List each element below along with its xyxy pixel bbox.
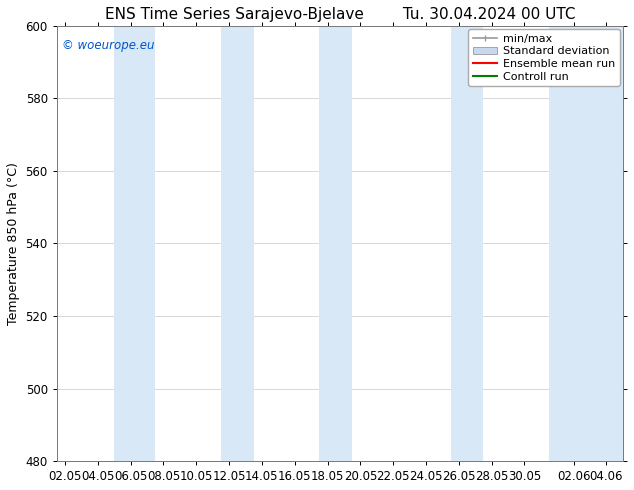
Y-axis label: Temperature 850 hPa (°C): Temperature 850 hPa (°C) (7, 162, 20, 325)
Bar (451, 26, 483, 461)
Bar (114, 26, 155, 461)
Text: © woeurope.eu: © woeurope.eu (62, 39, 155, 52)
Bar (549, 26, 623, 461)
Legend: min/max, Standard deviation, Ensemble mean run, Controll run: min/max, Standard deviation, Ensemble me… (469, 29, 619, 86)
Title: ENS Time Series Sarajevo-Bjelave        Tu. 30.04.2024 00 UTC: ENS Time Series Sarajevo-Bjelave Tu. 30.… (105, 7, 575, 22)
Bar (221, 26, 254, 461)
Bar (320, 26, 352, 461)
